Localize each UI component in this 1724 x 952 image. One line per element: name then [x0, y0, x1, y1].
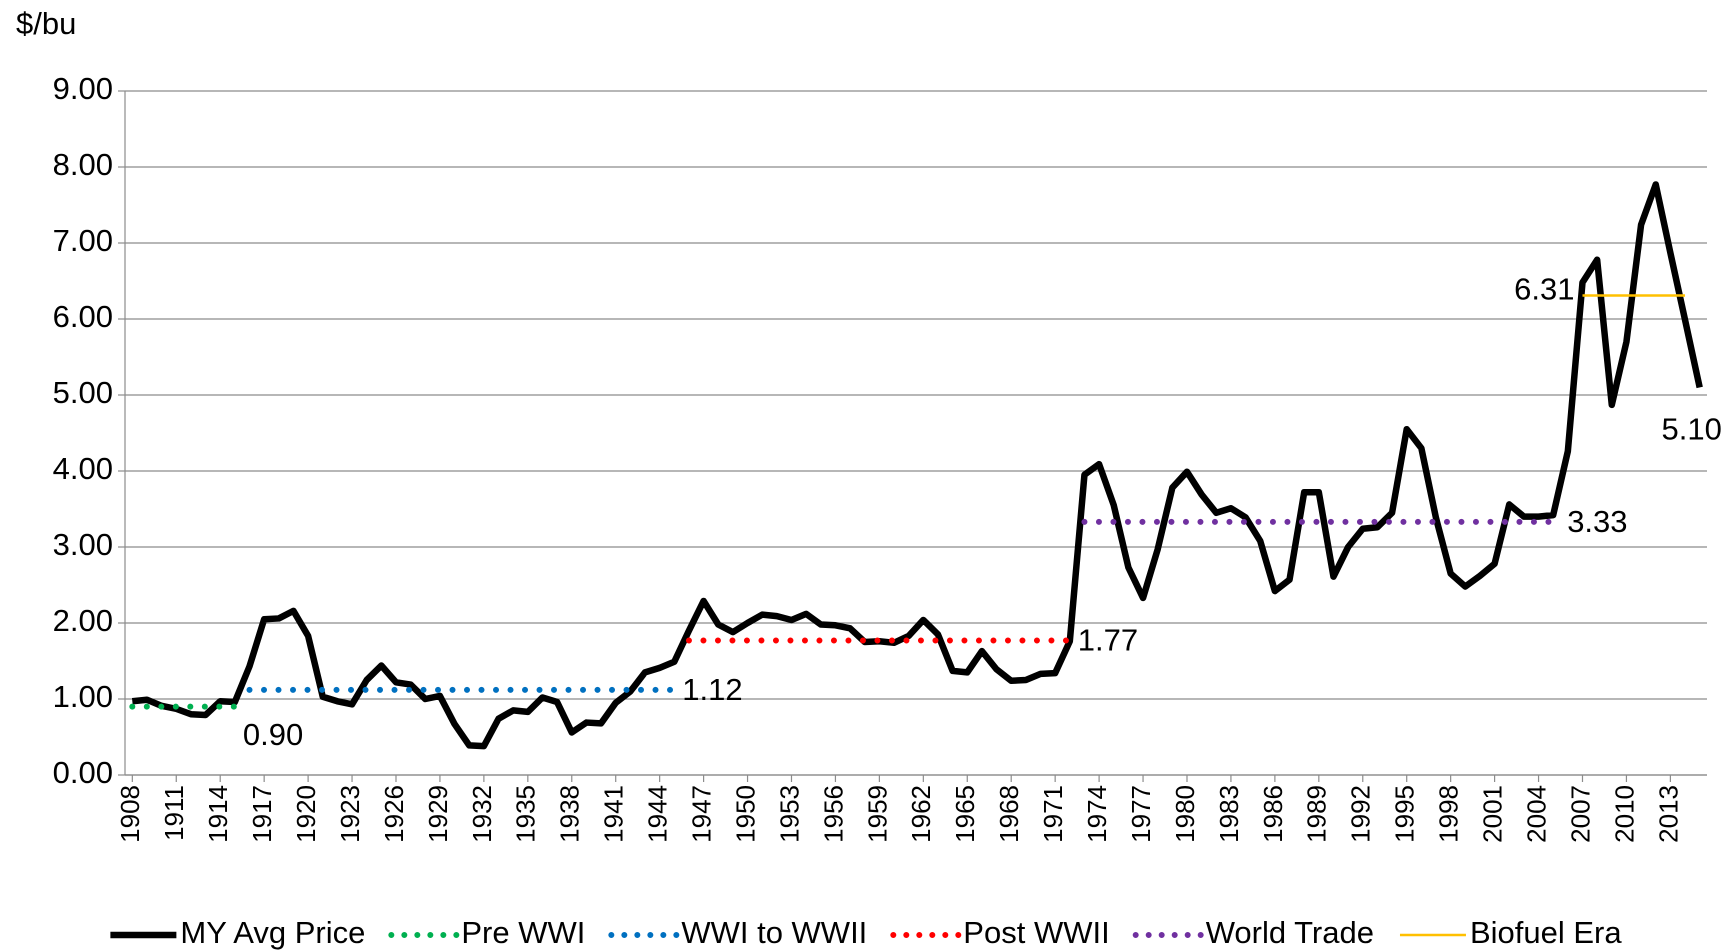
data-label: 1.12	[682, 672, 742, 707]
x-tick-label: 1998	[1434, 785, 1464, 843]
x-tick-label: 1929	[423, 785, 453, 843]
legend: MY Avg Price Pre WWI WWI to WWII Post WWII W…	[110, 915, 1622, 950]
x-tick-label: 1980	[1170, 785, 1200, 843]
data-label: 6.31	[1514, 272, 1574, 307]
legend-label: Pre WWI	[461, 915, 585, 950]
legend-label: Biofuel Era	[1470, 915, 1622, 950]
x-tick-label: 1956	[818, 785, 848, 843]
legend-label: MY Avg Price	[180, 915, 365, 950]
y-axis-label: $/bu	[16, 6, 76, 41]
x-tick-label: 1923	[335, 785, 365, 843]
data-label: 0.90	[243, 717, 303, 752]
x-tick-label: 1995	[1390, 785, 1420, 843]
x-tick-label: 2001	[1477, 785, 1507, 843]
data-label: 1.77	[1078, 623, 1138, 658]
y-tick-label: 7.00	[53, 223, 113, 258]
x-tick-label: 2004	[1521, 785, 1551, 843]
x-tick-label: 1932	[467, 785, 497, 843]
x-tick-label: 1914	[203, 785, 233, 843]
y-tick-label: 9.00	[53, 71, 113, 106]
legend-label: World Trade	[1206, 915, 1374, 950]
legend-item: MY Avg Price	[110, 915, 365, 950]
x-tick-label: 1974	[1082, 785, 1112, 843]
x-tick-label: 1908	[115, 785, 145, 843]
y-tick-label: 6.00	[53, 299, 113, 334]
x-tick-label: 2013	[1653, 785, 1683, 843]
x-tick-label: 1944	[643, 785, 673, 843]
x-tick-label: 1926	[379, 785, 409, 843]
x-tick-label: 1986	[1258, 785, 1288, 843]
x-tick-label: 1950	[730, 785, 760, 843]
x-tick-label: 1959	[862, 785, 892, 843]
x-tick-label: 1989	[1302, 785, 1332, 843]
y-tick-label: 3.00	[53, 527, 113, 562]
x-tick-label: 1968	[994, 785, 1024, 843]
x-tick-label: 1941	[599, 785, 629, 843]
x-tick-label: 1947	[686, 785, 716, 843]
data-label: 5.10	[1662, 412, 1722, 447]
y-tick-label: 4.00	[53, 451, 113, 486]
x-tick-label: 1935	[511, 785, 541, 843]
series-line	[131, 181, 1703, 750]
x-tick-label: 1965	[950, 785, 980, 843]
legend-label: WWI to WWII	[681, 915, 867, 950]
x-tick-label: 1917	[247, 785, 277, 843]
legend-item: Biofuel Era	[1399, 915, 1622, 950]
data-label: 3.33	[1567, 504, 1627, 539]
x-tick-label: 1962	[906, 785, 936, 843]
x-tick-label: 2007	[1565, 785, 1595, 843]
legend-item: WWI to WWII	[608, 915, 867, 950]
x-tick-label: 1971	[1038, 785, 1068, 843]
legend-item: Pre WWI	[388, 915, 585, 950]
legend-item: World Trade	[1132, 915, 1374, 950]
x-tick-label: 1911	[159, 785, 189, 841]
y-tick-label: 0.00	[53, 755, 113, 790]
y-tick-label: 2.00	[53, 603, 113, 638]
x-tick-label: 2010	[1609, 785, 1639, 843]
y-tick-label: 5.00	[53, 375, 113, 410]
x-tick-label: 1983	[1214, 785, 1244, 843]
x-tick-label: 1938	[555, 785, 585, 843]
y-tick-label: 1.00	[53, 679, 113, 714]
x-tick-label: 1992	[1346, 785, 1376, 843]
x-tick-label: 1953	[774, 785, 804, 843]
y-tick-label: 8.00	[53, 147, 113, 182]
legend-label: Post WWII	[963, 915, 1109, 950]
x-tick-label: 1977	[1126, 785, 1156, 843]
x-tick-label: 1920	[291, 785, 321, 843]
legend-item: Post WWII	[890, 915, 1110, 950]
